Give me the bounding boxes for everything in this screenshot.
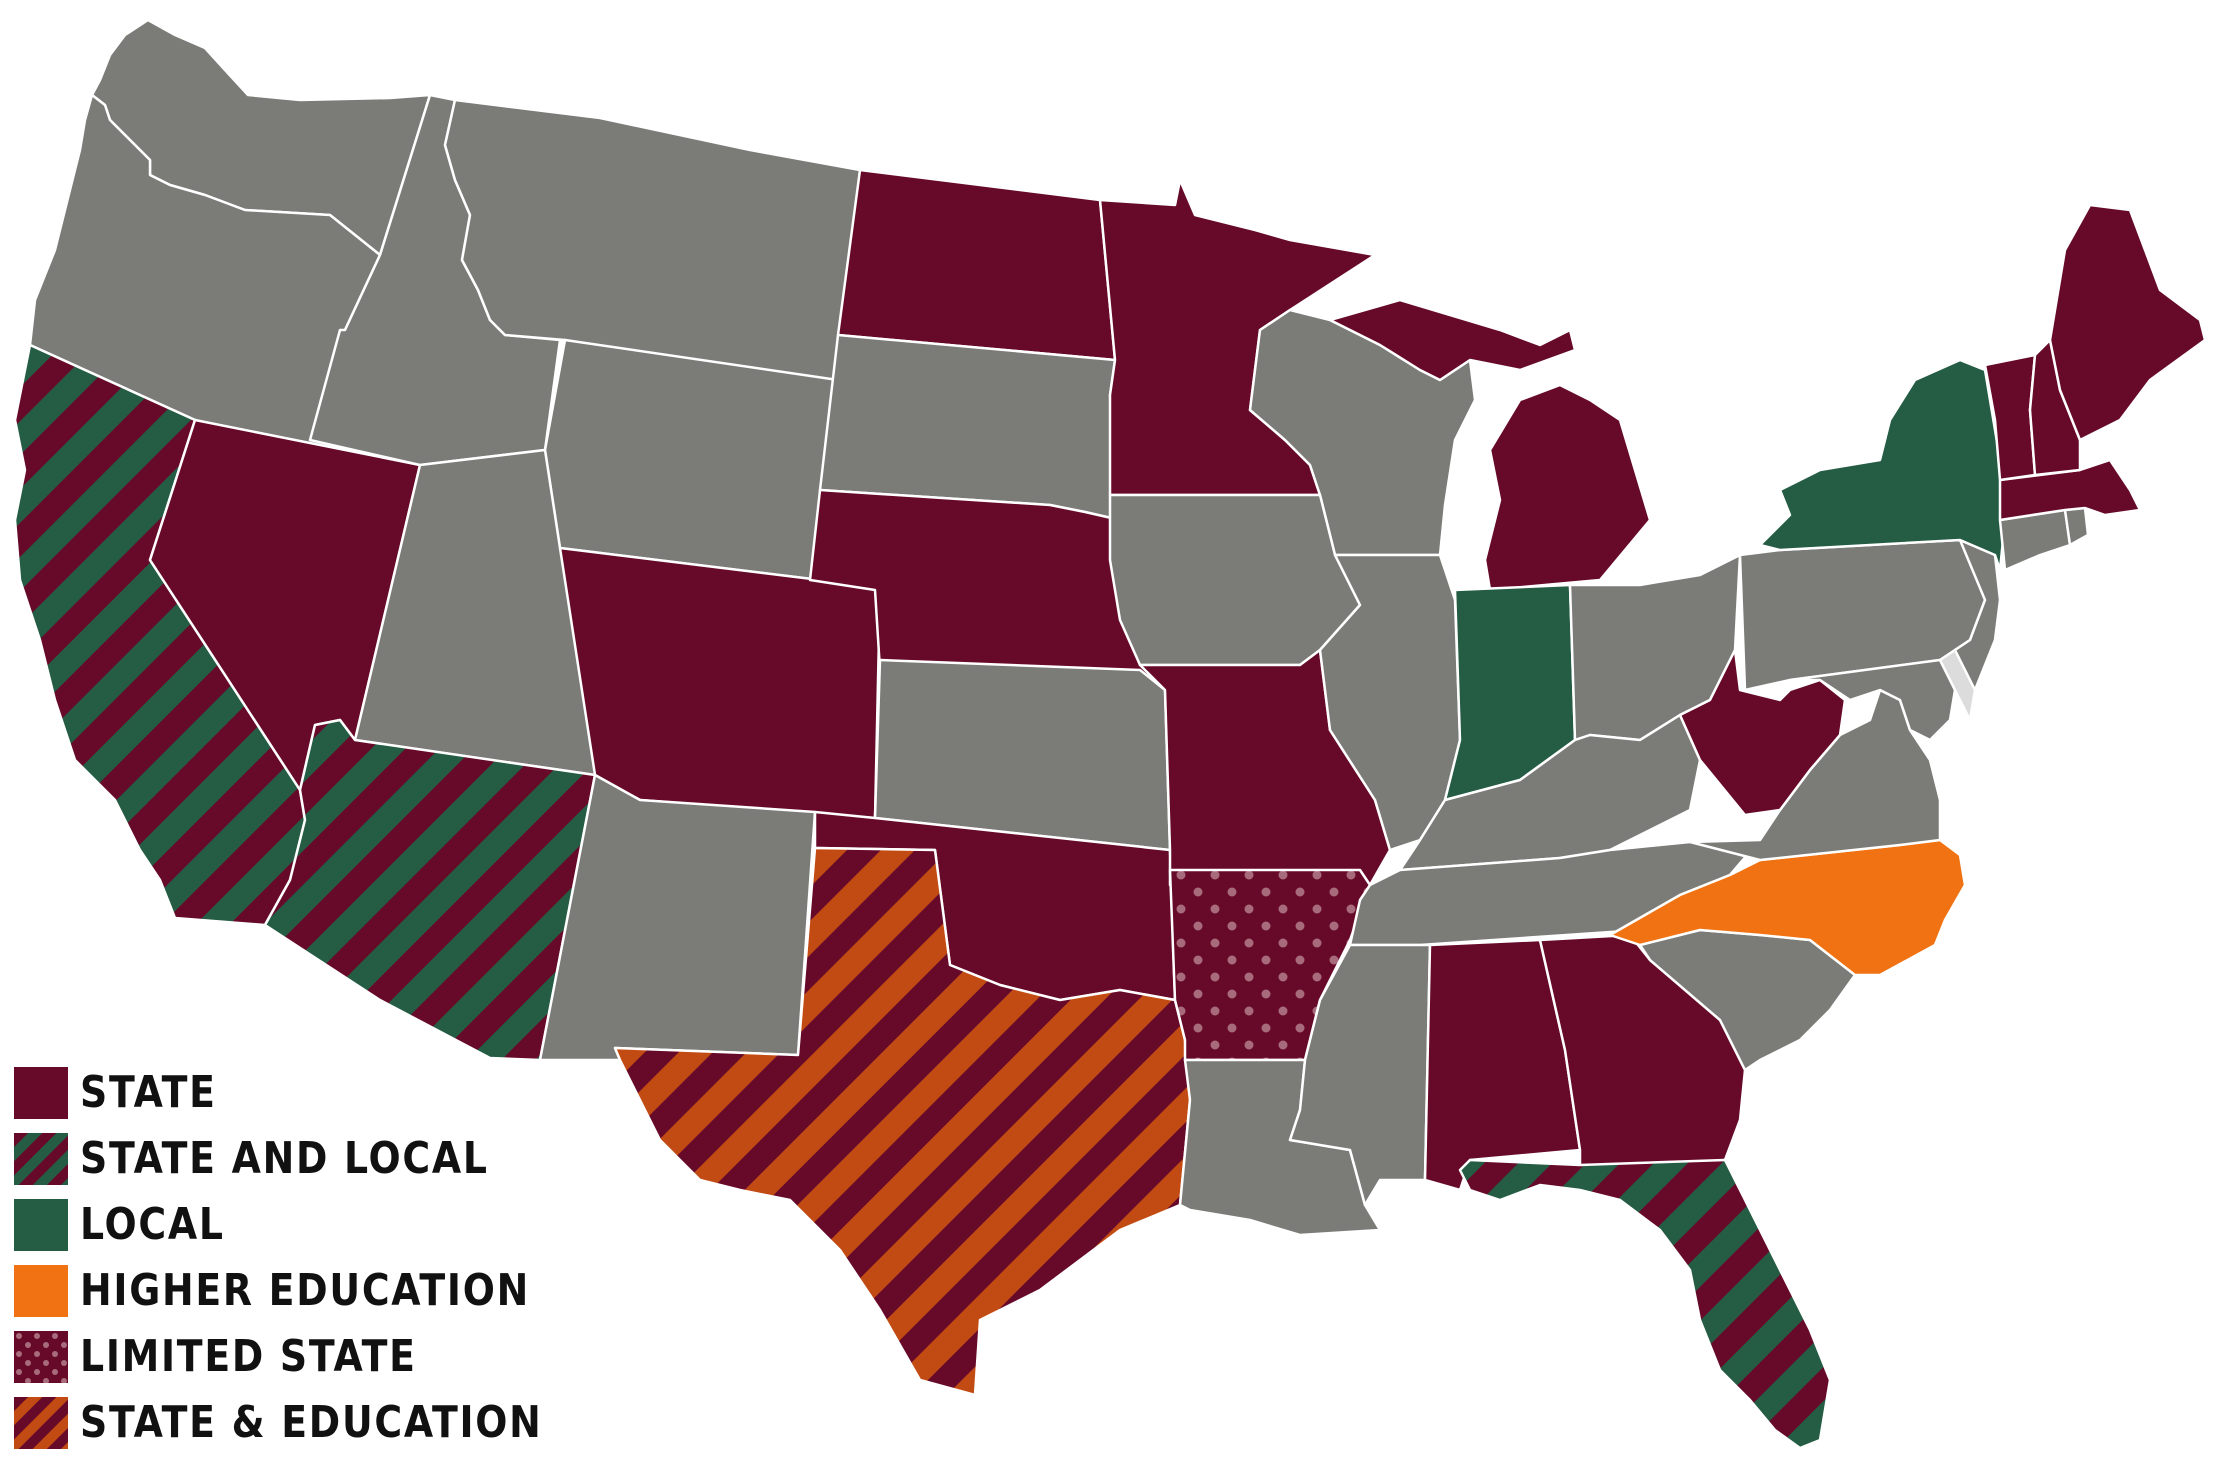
legend-swatch-state-and-local bbox=[14, 1133, 68, 1185]
state-RI bbox=[2063, 506, 2090, 547]
legend-label-state-and-local: STATE AND LOCAL bbox=[80, 1133, 489, 1184]
state-ND bbox=[836, 168, 1117, 362]
state-CO bbox=[558, 546, 882, 820]
legend-item-state-and-local: STATE AND LOCAL bbox=[14, 1126, 534, 1192]
legend-swatch-higher-education bbox=[14, 1265, 68, 1317]
state-WY bbox=[543, 338, 840, 582]
legend-item-higher-education: HIGHER EDUCATION bbox=[14, 1258, 534, 1324]
state-ME bbox=[2048, 203, 2207, 442]
state-IA bbox=[1108, 493, 1362, 667]
state-NC bbox=[1608, 838, 1967, 977]
state-MI bbox=[1328, 298, 1652, 592]
state-MA bbox=[1998, 458, 2142, 522]
legend: STATE STATE AND LOCAL LOCAL HIGHER EDUCA… bbox=[14, 1060, 541, 1456]
state-WV bbox=[1678, 648, 1847, 817]
legend-swatch-limited-state bbox=[14, 1331, 68, 1383]
legend-item-limited-state: LIMITED STATE bbox=[14, 1324, 534, 1390]
legend-label-state-education: STATE & EDUCATION bbox=[80, 1397, 543, 1448]
state-FL bbox=[1458, 1158, 1832, 1450]
legend-label-state: STATE bbox=[80, 1067, 217, 1118]
state-IL bbox=[1318, 553, 1462, 852]
legend-item-state-education: STATE & EDUCATION bbox=[14, 1390, 541, 1456]
state-MT bbox=[443, 98, 862, 382]
legend-label-local: LOCAL bbox=[80, 1199, 225, 1250]
legend-swatch-local bbox=[14, 1199, 68, 1251]
state-KS bbox=[873, 658, 1172, 852]
legend-swatch-state-education bbox=[14, 1397, 68, 1449]
legend-label-limited-state: LIMITED STATE bbox=[80, 1331, 417, 1382]
state-NJ bbox=[1953, 538, 2002, 692]
state-DE bbox=[1938, 648, 1977, 722]
legend-item-local: LOCAL bbox=[14, 1192, 534, 1258]
legend-swatch-state bbox=[14, 1067, 68, 1119]
state-AZ bbox=[263, 718, 597, 1062]
state-TX bbox=[613, 846, 1192, 1397]
legend-item-state: STATE bbox=[14, 1060, 534, 1126]
state-NY bbox=[1758, 358, 2007, 572]
legend-label-higher-education: HIGHER EDUCATION bbox=[80, 1265, 530, 1316]
